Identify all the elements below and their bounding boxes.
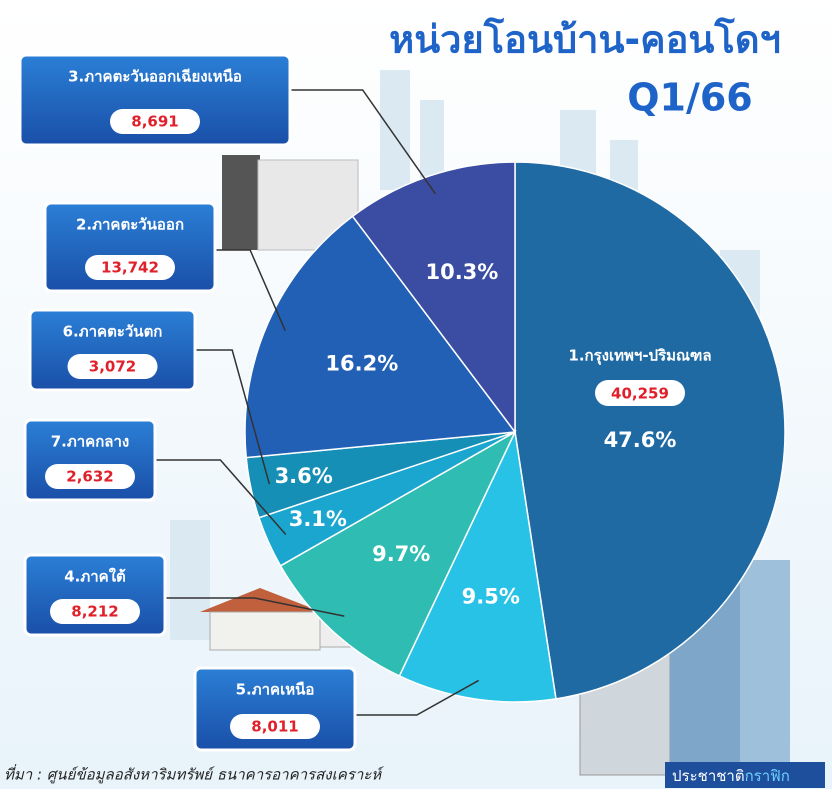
leader-line <box>215 249 286 331</box>
category-label: 7.ภาคกลาง <box>51 433 130 451</box>
value-label: 8,011 <box>251 718 298 736</box>
percent-label: 3.1% <box>289 507 347 531</box>
label-box <box>18 53 292 147</box>
value-pill <box>230 714 320 739</box>
pie-slice <box>351 161 516 435</box>
category-label: 2.ภาคตะวันออก <box>76 216 184 234</box>
value-label: 8,691 <box>131 113 178 131</box>
category-label: 1.กรุงเทพฯ-ปริมณฑล <box>568 347 711 366</box>
category-label: 6.ภาคตะวันตก <box>63 323 163 341</box>
pie <box>244 161 786 703</box>
percent-label: 3.6% <box>275 464 333 488</box>
value-label: 40,259 <box>611 385 669 403</box>
percent-label: 9.5% <box>462 585 520 609</box>
leader-line <box>165 597 345 617</box>
leader-line <box>195 349 271 485</box>
category-label: 3.ภาคตะวันออกเฉียงเหนือ <box>68 68 242 86</box>
credit: ประชาชาติกราฟิก <box>672 767 790 785</box>
percent-label: 47.6% <box>604 428 677 452</box>
value-pill <box>85 255 175 280</box>
leader-line <box>290 89 436 195</box>
chart-title: หน่วยโอนบ้าน-คอนโดฯ <box>389 17 781 62</box>
value-label: 8,212 <box>71 603 118 621</box>
leader-line <box>155 459 287 536</box>
chart-subtitle: Q1/66 <box>627 76 753 120</box>
category-label: 4.ภาคใต้ <box>64 568 126 586</box>
value-pill <box>110 109 200 134</box>
credit-part: ประชาชาติ <box>672 767 745 785</box>
percent-label: 10.3% <box>425 260 498 284</box>
pie-slice <box>244 215 517 459</box>
pie-slice <box>398 429 557 703</box>
pie-slice <box>514 161 786 700</box>
value-label: 13,742 <box>101 259 159 277</box>
value-label: 3,072 <box>89 358 136 376</box>
value-pill <box>595 380 685 406</box>
value-pill <box>67 354 158 379</box>
value-pill <box>45 464 135 489</box>
credit-box <box>665 762 825 788</box>
leader-line <box>355 679 480 716</box>
value-pill <box>50 599 140 624</box>
category-label: 5.ภาคเหนือ <box>236 681 315 699</box>
percent-label: 9.7% <box>372 542 430 566</box>
percent-label: 16.2% <box>325 351 398 375</box>
credit-part: กราฟิก <box>745 767 790 785</box>
source: ที่มา : ศูนย์ข้อมูลอสังหาริมทรัพย์ ธนาคา… <box>4 764 384 784</box>
value-label: 2,632 <box>66 468 113 486</box>
